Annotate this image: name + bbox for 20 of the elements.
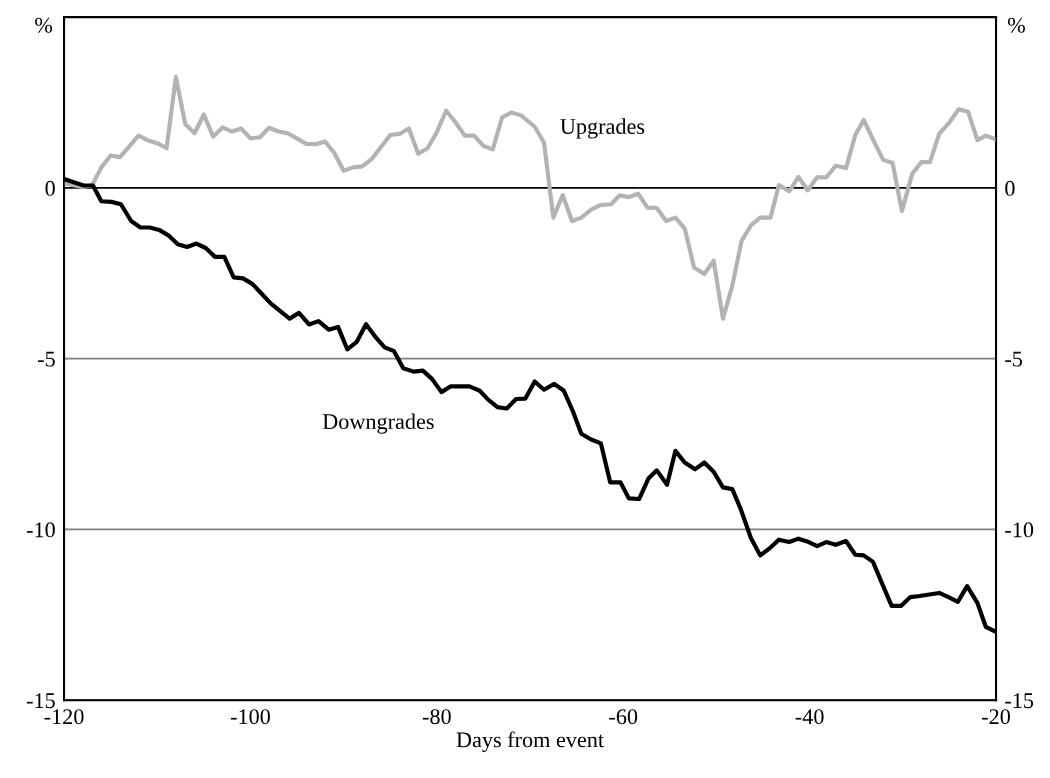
y2-tick-label: -10 — [1005, 522, 1034, 538]
line-series — [64, 74, 997, 321]
y-tick-label: -5 — [38, 351, 55, 367]
x-tick-label: -60 — [609, 709, 638, 725]
x-tick-label: -100 — [230, 709, 270, 725]
y2-tick-label: -5 — [1005, 351, 1023, 367]
series-label: Upgrades — [560, 118, 645, 139]
series-label: Downgrades — [322, 413, 434, 434]
y2-tick-label: 0 — [1005, 180, 1015, 196]
x-tick-label: -20 — [982, 709, 1010, 725]
y2-tick-label: -15 — [1005, 693, 1034, 709]
x-axis-title: Days from event — [456, 731, 604, 752]
y-axis-title: % — [35, 17, 53, 33]
y-tick-label: 0 — [45, 180, 55, 196]
x-tick-label: -120 — [44, 709, 84, 725]
y2-axis-title: % — [1007, 17, 1025, 33]
y-tick-label: -10 — [26, 522, 55, 538]
y-tick-label: -15 — [26, 693, 55, 709]
x-tick-label: -80 — [422, 709, 451, 725]
x-tick-label: -40 — [795, 709, 824, 725]
